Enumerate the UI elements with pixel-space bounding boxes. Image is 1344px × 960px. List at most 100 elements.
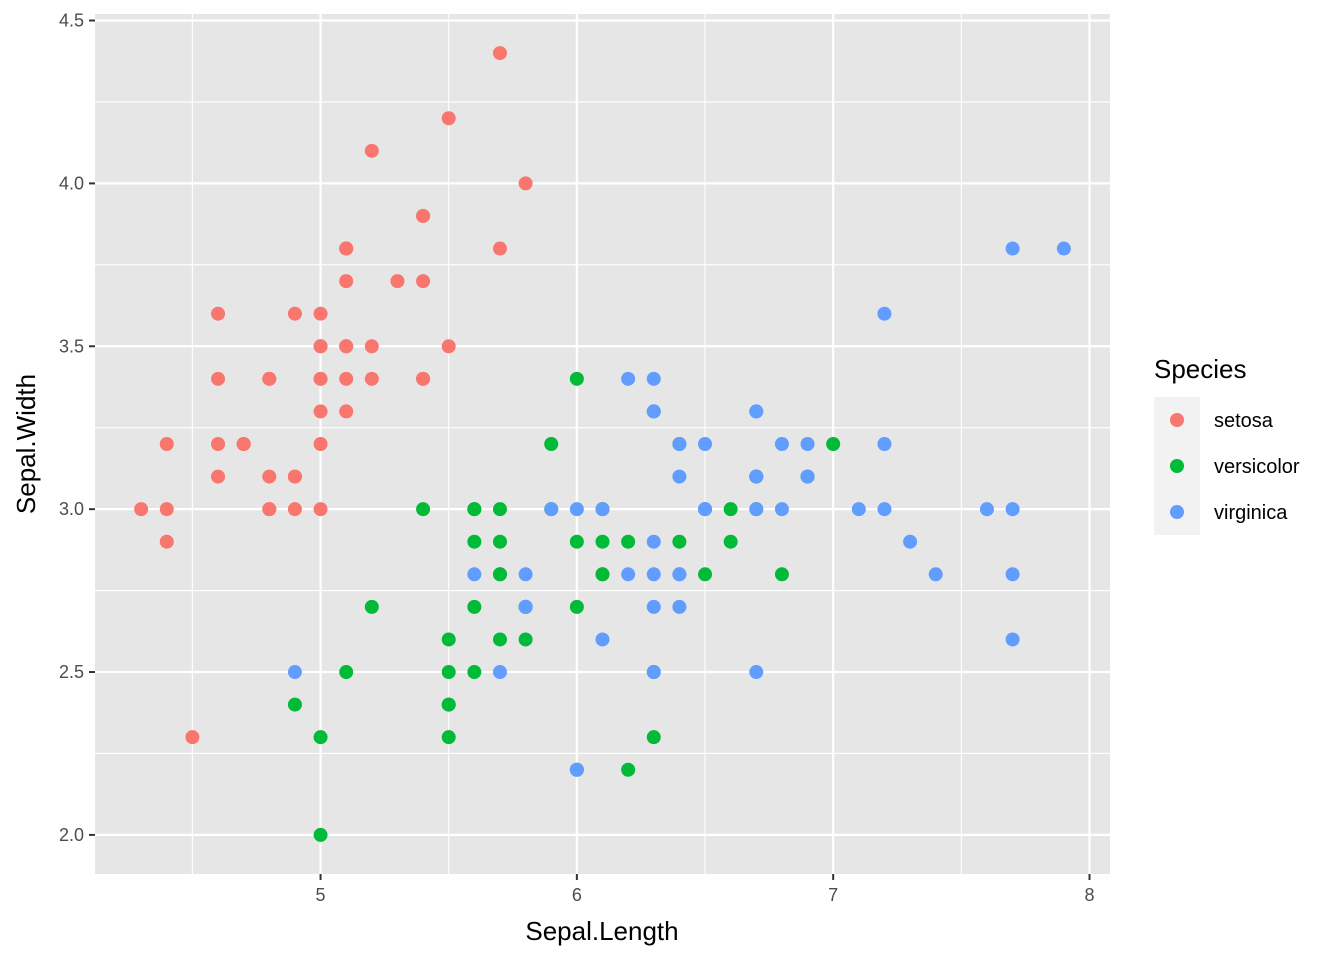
data-point-setosa: [364, 339, 379, 354]
data-point-virginica: [928, 567, 943, 582]
data-point-setosa: [262, 502, 277, 517]
legend-key-setosa: [1170, 413, 1184, 427]
data-point-virginica: [877, 502, 892, 517]
y-tick-label: 4.5: [59, 11, 84, 31]
data-point-setosa: [492, 46, 507, 61]
data-point-setosa: [339, 274, 354, 289]
legend-label-setosa: setosa: [1214, 410, 1274, 432]
y-tick-label: 4.0: [59, 173, 84, 193]
y-tick-label: 3.0: [59, 499, 84, 519]
legend-label-versicolor: versicolor: [1214, 456, 1300, 478]
data-point-virginica: [672, 599, 687, 614]
x-tick-label: 6: [572, 885, 582, 905]
data-point-setosa: [134, 502, 149, 517]
data-point-virginica: [800, 469, 815, 484]
data-point-versicolor: [287, 697, 302, 712]
data-point-versicolor: [672, 534, 687, 549]
data-point-versicolor: [467, 599, 482, 614]
data-point-versicolor: [416, 502, 431, 517]
data-point-setosa: [159, 502, 174, 517]
data-point-setosa: [211, 306, 226, 321]
data-point-setosa: [416, 208, 431, 223]
data-point-setosa: [313, 404, 328, 419]
data-point-setosa: [313, 502, 328, 517]
data-point-virginica: [518, 599, 533, 614]
x-axis-title: Sepal.Length: [525, 916, 678, 946]
y-tick-label: 2.5: [59, 662, 84, 682]
data-point-setosa: [339, 241, 354, 256]
data-point-virginica: [672, 567, 687, 582]
data-point-virginica: [979, 502, 994, 517]
data-point-versicolor: [518, 632, 533, 647]
data-point-versicolor: [492, 567, 507, 582]
data-point-versicolor: [441, 697, 456, 712]
data-point-versicolor: [441, 730, 456, 745]
y-tick-label: 2.0: [59, 825, 84, 845]
data-point-setosa: [518, 176, 533, 191]
data-point-versicolor: [313, 827, 328, 842]
data-point-virginica: [877, 437, 892, 451]
data-point-setosa: [390, 274, 405, 289]
data-point-versicolor: [595, 567, 610, 582]
data-point-versicolor: [467, 534, 482, 549]
data-point-setosa: [364, 371, 379, 386]
data-point-setosa: [339, 404, 354, 419]
data-point-setosa: [287, 502, 302, 517]
data-point-setosa: [211, 371, 226, 386]
data-point-virginica: [595, 502, 610, 517]
data-point-versicolor: [621, 762, 636, 777]
data-point-setosa: [364, 143, 379, 158]
data-point-versicolor: [492, 632, 507, 647]
data-point-virginica: [698, 502, 713, 517]
data-point-setosa: [287, 469, 302, 484]
data-point-versicolor: [723, 534, 738, 549]
data-point-virginica: [1005, 502, 1020, 517]
data-point-virginica: [1005, 567, 1020, 582]
x-tick-label: 8: [1084, 885, 1094, 905]
data-point-virginica: [544, 502, 559, 517]
data-point-versicolor: [569, 599, 584, 614]
legend-title: Species: [1154, 354, 1247, 384]
data-point-setosa: [262, 469, 277, 484]
data-point-setosa: [492, 241, 507, 256]
legend-key-virginica: [1170, 505, 1184, 519]
data-point-versicolor: [467, 665, 482, 680]
data-point-setosa: [339, 339, 354, 354]
data-point-setosa: [211, 437, 226, 451]
data-point-versicolor: [595, 534, 610, 549]
data-point-virginica: [621, 371, 636, 386]
data-point-versicolor: [492, 534, 507, 549]
data-point-virginica: [1005, 632, 1020, 647]
data-point-versicolor: [364, 599, 379, 614]
data-point-setosa: [159, 437, 174, 451]
data-point-virginica: [774, 502, 789, 517]
data-point-versicolor: [313, 730, 328, 745]
data-point-versicolor: [774, 567, 789, 582]
data-point-virginica: [287, 665, 302, 680]
data-point-setosa: [159, 534, 174, 549]
data-point-virginica: [1005, 241, 1020, 256]
data-point-setosa: [416, 274, 431, 289]
data-point-virginica: [800, 437, 815, 451]
data-point-virginica: [646, 599, 661, 614]
data-point-virginica: [698, 437, 713, 451]
data-point-virginica: [749, 404, 764, 419]
data-point-virginica: [621, 567, 636, 582]
data-point-virginica: [749, 665, 764, 680]
data-point-setosa: [313, 437, 328, 451]
data-point-setosa: [313, 306, 328, 321]
data-point-virginica: [1056, 241, 1071, 256]
data-point-virginica: [646, 534, 661, 549]
data-point-setosa: [236, 437, 251, 451]
data-point-versicolor: [723, 502, 738, 517]
data-point-virginica: [749, 502, 764, 517]
data-point-versicolor: [826, 437, 841, 451]
data-point-virginica: [672, 469, 687, 484]
data-point-versicolor: [621, 534, 636, 549]
data-points: [134, 46, 1071, 842]
plot-panel: [95, 14, 1110, 874]
data-point-virginica: [569, 502, 584, 517]
data-point-virginica: [646, 567, 661, 582]
legend-label-virginica: virginica: [1214, 502, 1288, 524]
